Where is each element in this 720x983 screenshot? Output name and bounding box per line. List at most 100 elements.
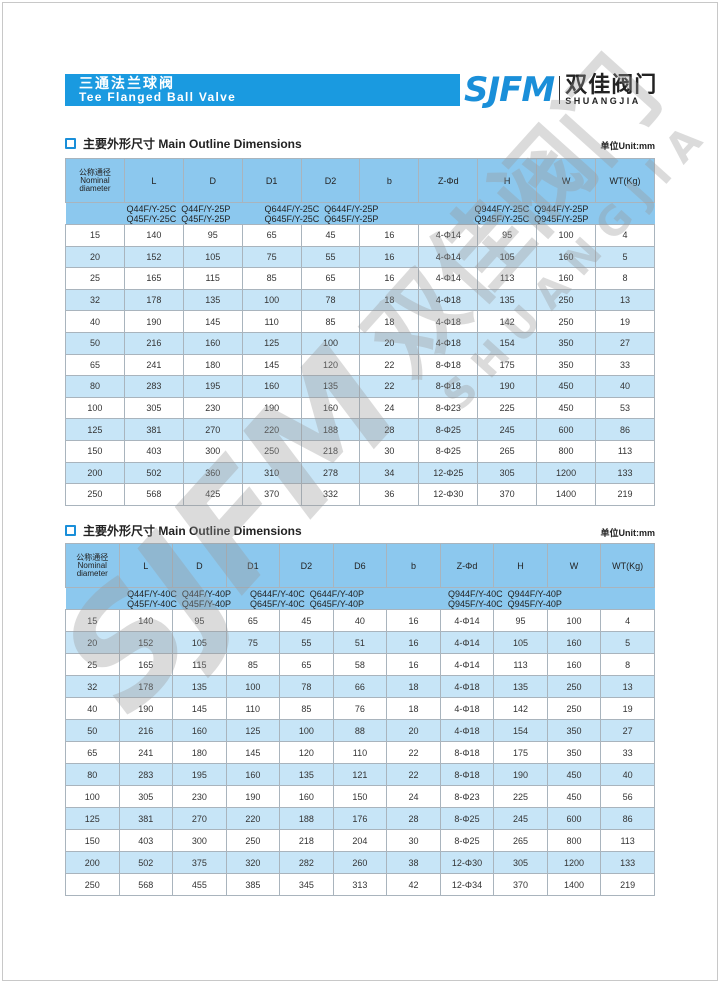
table-cell: 13 xyxy=(600,675,655,698)
table-cell: 265 xyxy=(493,829,548,852)
table-row: 65 241 180 145 120 22 8-Φ18 175 350 33 xyxy=(65,353,655,377)
table-cell: 55 xyxy=(279,631,334,654)
table-cell: 16 xyxy=(386,653,441,676)
model-code: Q644F/Y-25P xyxy=(324,204,379,214)
model-code: Q44F/Y-25C xyxy=(126,204,177,214)
table-cell: 16 xyxy=(359,224,420,247)
table-cell: 283 xyxy=(123,375,184,398)
table-cell: 12-Φ30 xyxy=(418,483,479,506)
table-cell: 250 xyxy=(536,310,597,333)
table-cell: 135 xyxy=(300,375,361,398)
table-cell: 5 xyxy=(600,631,655,654)
table-cell: 100 xyxy=(225,675,281,698)
table-cell: 190 xyxy=(123,310,184,333)
table-cell: 200 xyxy=(65,851,120,874)
table-cell: 4-Φ18 xyxy=(418,288,479,312)
table-cell: 190 xyxy=(493,763,548,786)
table-cell: 250 xyxy=(536,288,597,312)
table-cell: 78 xyxy=(300,288,361,312)
table-cell: 190 xyxy=(225,785,281,808)
table-cell: 1200 xyxy=(536,461,597,485)
table-cell: 313 xyxy=(332,873,388,896)
table-row: 125 381 270 220 188 176 28 8-Φ25 245 600 86 xyxy=(65,807,655,830)
table-row: 250 568 425 370 332 36 12-Φ30 370 1400 219 xyxy=(65,483,655,506)
logo-divider xyxy=(559,76,561,104)
table-cell: 65 xyxy=(65,353,125,377)
table-cell: 320 xyxy=(225,851,281,874)
table-cell: 4 xyxy=(595,224,655,247)
title-en: Tee Flanged Ball Valve xyxy=(79,90,237,104)
table-cell: 28 xyxy=(386,807,441,830)
model-group: Q644F/Y-25C Q644F/Y-25P Q645F/Y-25C Q645F… xyxy=(265,204,379,224)
table-cell: 250 xyxy=(65,873,120,896)
table-cell: 250 xyxy=(241,439,302,463)
table-cell: 18 xyxy=(359,310,420,333)
table-row: 20 152 105 75 55 51 16 4-Φ14 105 160 5 xyxy=(65,631,655,654)
table-row: 20 152 105 75 55 16 4-Φ14 105 160 5 xyxy=(65,245,655,269)
table-cell: 800 xyxy=(546,829,602,852)
column-header: Z-Φd xyxy=(439,543,495,588)
logo-mark: SJFM xyxy=(464,70,555,110)
table-cell: 88 xyxy=(332,719,388,742)
table-cell: 195 xyxy=(172,763,227,786)
table-cell: 370 xyxy=(477,483,538,506)
table-cell: 305 xyxy=(118,785,174,808)
table-cell: 241 xyxy=(123,353,184,377)
table-cell: 305 xyxy=(493,851,548,874)
table-cell: 4-Φ14 xyxy=(439,609,495,632)
column-header: WT(Kg) xyxy=(600,543,655,588)
table-row: 15 140 95 65 45 40 16 4-Φ14 95 100 4 xyxy=(65,609,655,632)
table-cell: 113 xyxy=(595,439,655,463)
table-cell: 4-Φ18 xyxy=(439,719,495,742)
table-cell: 95 xyxy=(172,609,227,632)
table-cell: 150 xyxy=(332,785,388,808)
table-cell: 225 xyxy=(493,785,548,808)
table-cell: 142 xyxy=(493,697,548,720)
table-cell: 218 xyxy=(279,829,334,852)
table-cell: 105 xyxy=(477,245,538,269)
table-cell: 152 xyxy=(123,245,184,269)
column-header: b xyxy=(386,543,441,588)
table-cell: 95 xyxy=(493,609,548,632)
table-cell: 450 xyxy=(546,763,602,786)
table-cell: 190 xyxy=(118,697,174,720)
table-cell: 51 xyxy=(332,631,388,654)
model-group: Q44F/Y-40C Q44F/Y-40P Q45F/Y-40C Q45F/Y-4… xyxy=(127,589,231,609)
table-cell: 12-Φ25 xyxy=(418,461,479,485)
table-cell: 300 xyxy=(172,829,227,852)
table-cell: 65 xyxy=(241,224,302,247)
table-cell: 4-Φ14 xyxy=(439,631,495,654)
table-cell: 95 xyxy=(182,224,243,247)
table-cell: 265 xyxy=(477,439,538,463)
table-cell: 125 xyxy=(65,807,120,830)
table-cell: 450 xyxy=(536,396,597,420)
table-cell: 50 xyxy=(65,719,120,742)
table-cell: 160 xyxy=(546,653,602,676)
table-cell: 125 xyxy=(225,719,281,742)
model-row: Q44F/Y-40C Q44F/Y-40P Q45F/Y-40C Q45F/Y-4… xyxy=(65,587,655,610)
table-cell: 175 xyxy=(493,741,548,764)
model-code: Q45F/Y-25P xyxy=(181,214,231,224)
table-cell: 113 xyxy=(600,829,655,852)
square-bullet-icon xyxy=(65,138,76,149)
table-cell: 160 xyxy=(546,631,602,654)
table-cell: 75 xyxy=(241,245,302,269)
table-cell: 270 xyxy=(182,418,243,441)
section-title-text: 主要外形尺寸 Main Outline Dimensions xyxy=(83,137,302,151)
column-header: Z-Φd xyxy=(418,158,479,203)
table-cell: 86 xyxy=(595,418,655,441)
model-code: Q945F/Y-25C xyxy=(474,214,530,224)
table-cell: 145 xyxy=(172,697,227,720)
column-header: D1 xyxy=(241,158,302,203)
table-cell: 22 xyxy=(359,375,420,398)
table-cell: 5 xyxy=(595,245,655,269)
table-cell: 350 xyxy=(546,741,602,764)
table-cell: 8-Φ18 xyxy=(439,741,495,764)
model-code: Q45F/Y-25C xyxy=(126,214,177,224)
table-cell: 178 xyxy=(123,288,184,312)
table-cell: 100 xyxy=(279,719,334,742)
table-cell: 30 xyxy=(359,439,420,463)
table-cell: 4-Φ14 xyxy=(418,224,479,247)
square-bullet-icon xyxy=(65,525,76,536)
